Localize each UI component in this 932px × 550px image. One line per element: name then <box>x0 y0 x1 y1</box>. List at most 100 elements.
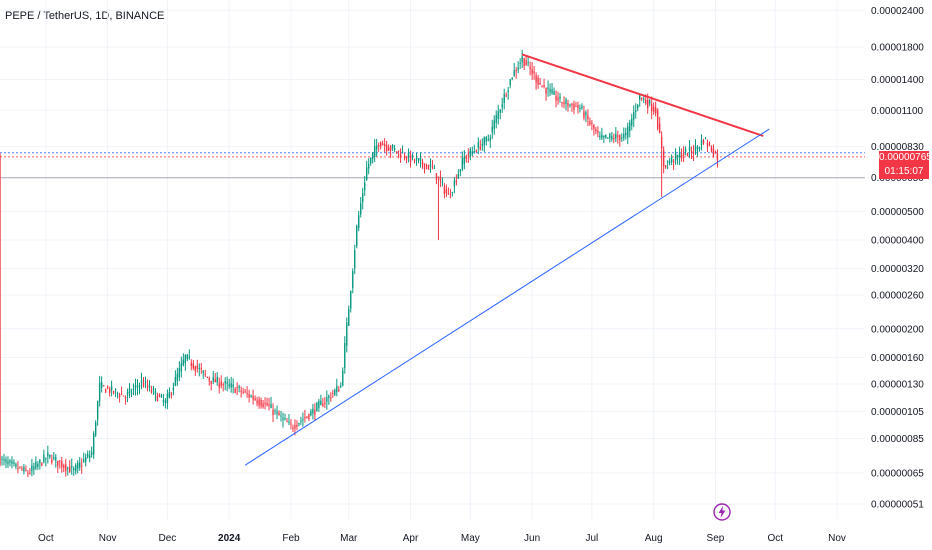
candle <box>459 168 462 177</box>
candle-body <box>712 148 715 157</box>
candle-body <box>393 148 396 150</box>
candle <box>224 377 226 391</box>
candle <box>483 136 485 153</box>
candle <box>1 455 3 466</box>
candle <box>381 140 384 146</box>
candle-body <box>607 137 609 139</box>
candle <box>81 458 83 474</box>
candle <box>447 187 450 195</box>
candle <box>170 391 173 399</box>
candle <box>292 424 294 432</box>
candle <box>314 403 316 421</box>
candle <box>682 146 685 163</box>
candle-body <box>475 151 478 153</box>
candle-body <box>629 122 631 132</box>
candle-body <box>591 122 593 125</box>
candle-body <box>633 112 635 120</box>
candle <box>607 137 609 139</box>
candle-body <box>515 70 517 72</box>
candle <box>67 466 69 476</box>
candle-body <box>180 363 183 372</box>
candle-body <box>116 393 119 395</box>
candle <box>63 463 65 473</box>
candle-body <box>648 100 651 104</box>
candle <box>75 463 77 475</box>
candle-body <box>206 376 208 378</box>
candle <box>641 97 643 102</box>
candle <box>501 97 503 113</box>
candle <box>31 458 33 477</box>
candle-body <box>5 459 7 463</box>
candle <box>146 379 149 392</box>
candle-body <box>232 384 234 388</box>
candle <box>535 72 537 90</box>
candle-body <box>557 97 559 101</box>
candle-body <box>453 180 456 187</box>
candle <box>453 177 456 194</box>
candle <box>310 409 312 417</box>
candle <box>296 420 298 431</box>
candle <box>248 389 250 403</box>
candle <box>599 131 601 140</box>
candle <box>553 87 555 95</box>
candle <box>9 459 11 467</box>
candle-body <box>224 381 226 384</box>
candle-body <box>286 421 288 423</box>
candle <box>637 103 639 112</box>
candle-body <box>152 388 155 390</box>
candle-body <box>268 404 270 406</box>
candle-body <box>533 71 535 73</box>
candle <box>180 356 183 378</box>
candle-body <box>83 459 85 462</box>
candle <box>128 383 131 398</box>
lightning-bolt-icon[interactable] <box>713 503 731 521</box>
candle-body <box>690 150 693 153</box>
current-price-label: 0.00000765 <box>879 151 932 165</box>
candle <box>228 378 230 389</box>
x-tick-label: Jun <box>524 533 540 544</box>
candle <box>670 154 673 166</box>
candle <box>537 74 539 89</box>
candle <box>154 388 157 402</box>
candle <box>621 133 623 142</box>
candle <box>654 101 657 117</box>
candle <box>581 103 583 110</box>
candle <box>138 382 141 395</box>
candle-body <box>280 415 282 417</box>
candle-body <box>188 356 191 358</box>
candle-body <box>463 156 466 165</box>
candle <box>684 146 687 156</box>
candle-body <box>254 398 256 401</box>
candle <box>278 410 280 416</box>
candle-body <box>0 155 1 465</box>
candle <box>236 382 238 395</box>
candle-body <box>645 99 647 104</box>
candle-body <box>246 393 248 395</box>
trendlines <box>244 53 770 466</box>
candle-body <box>308 414 310 420</box>
candle <box>555 90 557 108</box>
candle-body <box>104 389 107 393</box>
candle <box>178 361 181 382</box>
candle-body <box>198 368 200 370</box>
candle-body <box>599 135 601 137</box>
candle <box>511 77 513 81</box>
candle <box>192 359 195 371</box>
candle-body <box>445 189 448 194</box>
candle <box>312 404 314 420</box>
candle-body <box>399 153 402 158</box>
candle-body <box>397 150 400 152</box>
candle <box>102 384 105 387</box>
candle-body <box>385 145 388 151</box>
candle <box>73 466 75 476</box>
candle <box>694 139 697 155</box>
candle-body <box>493 120 495 129</box>
candle <box>519 58 521 69</box>
candle-body <box>192 363 195 369</box>
candle-body <box>647 99 649 109</box>
candle-body <box>411 154 414 158</box>
candle-body <box>423 163 426 170</box>
candle-body <box>25 469 27 471</box>
candle <box>5 456 7 469</box>
